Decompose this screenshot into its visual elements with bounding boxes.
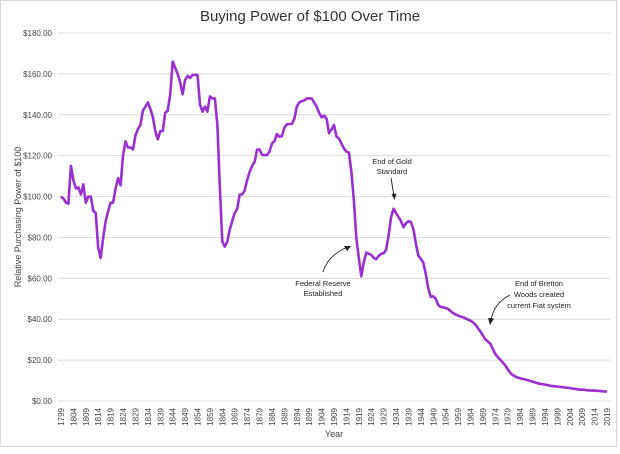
annotation-arrow [390, 177, 395, 197]
y-tick-label: $20.00 [28, 356, 53, 365]
y-tick-label: $60.00 [28, 274, 53, 283]
x-tick-label: 1849 [181, 407, 190, 425]
x-tick-label: 1889 [280, 407, 289, 425]
x-tick-label: 1874 [243, 407, 252, 425]
chart-title: Buying Power of $100 Over Time [200, 8, 420, 25]
x-tick-label: 2009 [578, 407, 587, 425]
x-tick-label: 1824 [119, 407, 128, 425]
y-tick-label: $0.00 [32, 397, 53, 406]
x-tick-label: 1814 [94, 407, 103, 425]
annotation-bretton-woods: End of Bretton Woods created [488, 279, 564, 325]
x-tick-label: 1974 [491, 407, 500, 425]
annotation-line: End of Bretton [515, 279, 563, 288]
x-tick-label: 1919 [355, 407, 364, 425]
annotation-line: current Fiat system [507, 301, 571, 310]
x-tick-label: 1834 [144, 407, 153, 425]
annotation-federal-reserve: Federal Reserve Established [295, 246, 351, 298]
x-tick-label: 1909 [330, 407, 339, 425]
x-tick-label: 1984 [516, 407, 525, 425]
x-tick-label: 1899 [305, 407, 314, 425]
annotation-line: Established [304, 289, 343, 298]
x-tick-label: 1999 [553, 407, 562, 425]
x-tick-label: 1939 [404, 407, 413, 425]
x-tick-label: 2019 [603, 407, 612, 425]
x-tick-label: 1839 [156, 407, 165, 425]
annotation-line: Federal Reserve [295, 279, 350, 288]
x-tick-label: 1844 [169, 407, 178, 425]
y-tick-label: $180.00 [23, 29, 52, 38]
x-tick-label: 1879 [256, 407, 265, 425]
annotation-arrow [322, 246, 349, 273]
x-tick-label: 1854 [194, 407, 203, 425]
x-tick-label: 1799 [57, 407, 66, 425]
x-tick-label: 1989 [529, 407, 538, 425]
y-tick-label: $120.00 [23, 152, 52, 161]
annotation-line: End of Gold [372, 157, 412, 166]
y-tick-label: $80.00 [28, 233, 53, 242]
x-tick-label: 1934 [392, 407, 401, 425]
x-tick-label: 1819 [107, 407, 116, 425]
x-tick-label: 2014 [591, 407, 600, 425]
annotation-line: Standard [377, 167, 407, 176]
x-tick-label: 1979 [504, 407, 513, 425]
x-tick-label: 1954 [442, 407, 451, 425]
x-tick-label: 1914 [342, 407, 351, 425]
x-tick-label: 1964 [467, 407, 476, 425]
arrowhead-icon [488, 318, 494, 325]
y-tick-label: $160.00 [23, 70, 52, 79]
arrowhead-icon [391, 193, 397, 200]
annotation-gold-standard: End of Gold Standard [372, 157, 412, 200]
x-tick-label: 1809 [82, 407, 91, 425]
x-tick-label: 1869 [231, 407, 240, 425]
annotation-arrow [490, 294, 511, 321]
x-tick-label: 1969 [479, 407, 488, 425]
x-tick-label: 1924 [367, 407, 376, 425]
x-tick-label: 1949 [429, 407, 438, 425]
x-tick-label: 1929 [380, 407, 389, 425]
x-tick-label: 1959 [454, 407, 463, 425]
chart-border [0, 0, 617, 447]
x-tick-label: 2004 [566, 407, 575, 425]
arrowhead-icon [344, 246, 351, 251]
annotation-line: Woods created [514, 290, 564, 299]
x-tick-label: 1884 [268, 407, 277, 425]
x-tick-label: 1894 [293, 407, 302, 425]
y-axis-label: Relative Purchasing Power of $100 [13, 147, 23, 288]
x-tick-label: 1994 [541, 407, 550, 425]
x-tick-label: 1804 [69, 407, 78, 425]
series-line [60, 60, 608, 393]
y-tick-label: $140.00 [23, 111, 52, 120]
y-tick-label: $100.00 [23, 193, 52, 202]
x-axis-label: Year [325, 429, 343, 439]
x-tick-label: 1829 [131, 407, 140, 425]
x-tick-label: 1944 [417, 407, 426, 425]
y-tick-label: $40.00 [28, 315, 53, 324]
x-tick-label: 1859 [206, 407, 215, 425]
x-tick-label: 1864 [218, 407, 227, 425]
x-tick-label: 1904 [318, 407, 327, 425]
